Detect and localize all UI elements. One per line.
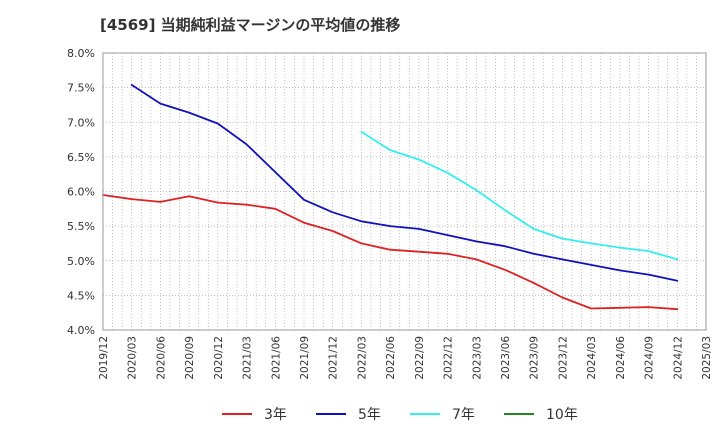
x-tick-label: 2025/03 [701,336,713,380]
x-tick-label: 2021/03 [242,336,254,380]
x-tick-label: 2019/12 [98,336,110,380]
x-tick-label: 2021/09 [299,336,311,380]
x-tick-label: 2021/12 [328,336,340,380]
legend-label: 7年 [452,407,475,423]
x-tick-label: 2023/12 [557,336,569,380]
legend-label: 3年 [264,407,287,423]
chart-title: [4569] 当期純利益マージンの平均値の推移 [100,16,401,34]
x-tick-label: 2023/06 [500,336,512,380]
legend-label: 10年 [546,407,578,423]
legend: 3年 5年 7年 10年 [222,407,578,423]
x-tick-label: 2024/09 [644,336,656,380]
y-tick-label: 7.5% [67,82,95,95]
y-tick-label: 4.0% [67,324,95,337]
series-line [360,130,679,261]
series-line [102,194,679,311]
y-tick-label: 6.0% [67,186,95,199]
x-tick-label: 2024/06 [615,336,627,380]
y-tick-label: 7.0% [67,116,95,129]
grid [103,53,706,330]
x-tick-label: 2022/06 [385,336,397,380]
x-tick-label: 2020/03 [127,336,139,380]
y-axis: 8.0% 7.5% 7.0% 6.5% 6.0% 5.5% 5.0% 4.5% 4.0% [67,47,95,337]
x-tick-label: 2020/09 [184,336,196,380]
x-tick-label: 2024/03 [586,336,598,380]
x-tick-label: 2022/09 [414,336,426,380]
y-tick-label: 4.5% [67,289,95,302]
x-tick-label: 2023/09 [529,336,541,380]
series-lines [102,84,679,311]
x-axis: 2019/12 2020/03 2020/06 2020/09 2020/12 2021/… [98,336,713,380]
series-line [130,84,679,282]
y-tick-label: 5.5% [67,220,95,233]
x-tick-label: 2024/12 [672,336,684,380]
x-tick-label: 2020/12 [213,336,225,380]
y-tick-label: 6.5% [67,151,95,164]
x-tick-label: 2021/06 [270,336,282,380]
y-tick-label: 5.0% [67,255,95,268]
legend-label: 5年 [358,407,381,423]
y-tick-label: 8.0% [67,47,95,60]
x-tick-label: 2023/03 [471,336,483,380]
plot-area [102,52,707,331]
x-tick-label: 2022/12 [443,336,455,380]
x-tick-label: 2020/06 [155,336,167,380]
x-tick-label: 2022/03 [356,336,368,380]
